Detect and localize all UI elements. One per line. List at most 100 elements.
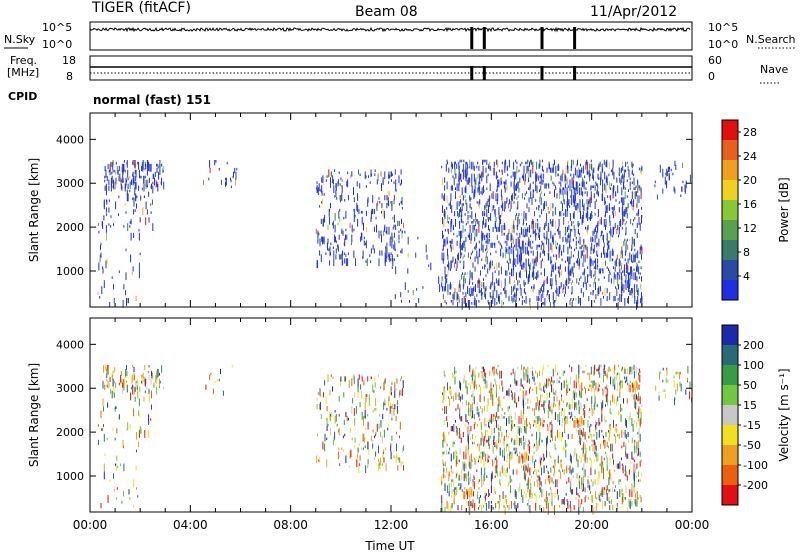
range-gate-cell <box>633 187 635 190</box>
range-gate-cell <box>142 372 144 379</box>
range-gate-cell <box>566 402 568 405</box>
range-gate-cell <box>588 410 590 413</box>
range-gate-cell <box>539 495 540 498</box>
range-gate-cell <box>585 199 587 205</box>
range-gate-cell <box>552 181 554 185</box>
range-gate-cell <box>460 215 462 223</box>
range-gate-cell <box>627 507 629 513</box>
range-gate-cell <box>517 181 519 185</box>
range-gate-cell <box>513 396 515 399</box>
range-gate-cell <box>575 181 577 190</box>
range-gate-cell <box>388 171 390 180</box>
range-gate-cell <box>548 246 550 252</box>
range-gate-cell <box>576 402 578 411</box>
range-gate-cell <box>575 298 577 301</box>
range-gate-cell <box>532 228 534 235</box>
range-gate-cell <box>548 252 550 261</box>
range-gate-cell <box>407 236 409 245</box>
range-gate-cell <box>488 435 490 441</box>
range-gate-cell <box>486 256 488 265</box>
range-gate-cell <box>461 298 463 306</box>
range-gate-cell <box>138 185 140 191</box>
range-gate-cell <box>593 388 595 397</box>
range-gate-cell <box>593 228 595 235</box>
range-gate-cell <box>489 420 491 423</box>
range-gate-cell <box>623 493 624 501</box>
range-gate-cell <box>609 256 611 262</box>
range-gate-cell <box>458 165 460 174</box>
range-gate-cell <box>472 402 474 411</box>
range-gate-cell <box>528 477 530 486</box>
range-gate-cell <box>455 420 456 423</box>
range-gate-cell <box>353 216 355 222</box>
range-gate-cell <box>394 248 396 252</box>
range-gate-cell <box>354 437 356 443</box>
range-gate-cell <box>497 193 499 202</box>
range-gate-cell <box>394 382 396 391</box>
range-gate-cell <box>230 179 232 183</box>
range-gate-cell <box>598 268 600 274</box>
range-gate-cell <box>442 217 443 220</box>
range-gate-cell <box>326 175 328 178</box>
range-gate-cell <box>553 392 555 395</box>
range-gate-cell <box>550 489 552 495</box>
range-gate-cell <box>569 416 571 419</box>
range-gate-cell <box>475 284 476 292</box>
range-gate-cell <box>559 505 561 508</box>
range-gate-cell <box>558 402 560 411</box>
range-gate-cell <box>472 441 474 445</box>
range-gate-cell <box>161 365 163 373</box>
range-gate-cell <box>488 422 489 428</box>
range-gate-cell <box>571 159 573 168</box>
range-gate-cell <box>367 459 369 465</box>
range-gate-cell <box>459 427 461 436</box>
range-gate-cell <box>163 181 165 190</box>
range-gate-cell <box>580 390 582 399</box>
range-gate-cell <box>400 461 402 467</box>
range-gate-cell <box>602 292 604 295</box>
range-gate-cell <box>368 394 370 400</box>
nave-label: Nave <box>760 63 788 76</box>
range-gate-cell <box>523 453 525 462</box>
range-gate-cell <box>535 370 537 374</box>
range-gate-cell <box>461 489 463 492</box>
range-gate-cell <box>619 260 621 266</box>
range-gate-cell <box>609 408 611 414</box>
range-gate-cell <box>474 370 476 376</box>
colorbar-frame <box>721 324 739 506</box>
range-gate-cell <box>488 459 489 463</box>
range-gate-cell <box>159 160 161 168</box>
range-gate-cell <box>378 463 379 472</box>
range-gate-cell <box>331 411 333 418</box>
range-gate-cell <box>112 374 114 380</box>
range-gate-cell <box>532 240 534 244</box>
range-gate-cell <box>460 416 462 422</box>
range-gate-cell <box>615 398 617 407</box>
range-gate-cell <box>581 244 583 248</box>
range-gate-cell <box>493 435 495 439</box>
range-gate-cell <box>633 272 635 281</box>
range-gate-cell <box>631 270 633 279</box>
range-gate-cell <box>589 433 591 437</box>
range-gate-cell <box>533 288 535 294</box>
range-gate-cell <box>362 433 364 442</box>
range-gate-cell <box>476 201 478 204</box>
range-gate-cell <box>583 181 585 190</box>
range-gate-cell <box>574 402 576 408</box>
range-gate-cell <box>511 501 512 509</box>
range-gate-cell <box>582 467 584 471</box>
range-gate-cell <box>114 366 116 373</box>
range-gate-cell <box>633 292 635 298</box>
range-gate-cell <box>638 368 640 372</box>
range-gate-cell <box>612 248 614 252</box>
range-gate-cell <box>578 406 580 414</box>
range-gate-cell <box>365 465 367 474</box>
range-gate-cell <box>493 384 494 388</box>
range-gate-cell <box>506 453 508 459</box>
range-gate-cell <box>155 179 157 188</box>
range-gate-cell <box>449 268 451 271</box>
range-gate-cell <box>603 374 604 383</box>
range-gate-cell <box>606 457 608 466</box>
range-gate-cell <box>524 457 526 463</box>
range-gate-cell <box>531 221 533 229</box>
